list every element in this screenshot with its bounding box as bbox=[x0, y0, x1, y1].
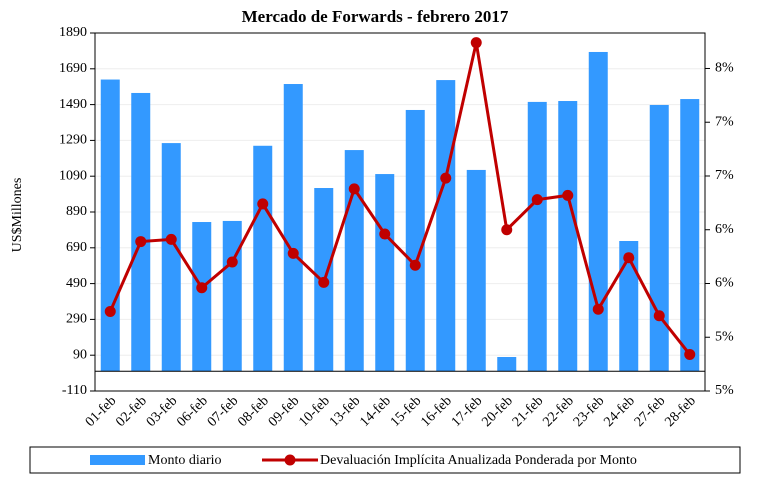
y2-tick-label: 6% bbox=[715, 222, 734, 237]
bar bbox=[344, 150, 364, 372]
marker bbox=[562, 189, 574, 201]
x-tick-label: 01-feb bbox=[83, 393, 119, 429]
marker bbox=[470, 37, 482, 49]
marker bbox=[135, 236, 147, 248]
x-tick-label: 23-feb bbox=[571, 393, 607, 429]
marker bbox=[653, 310, 665, 322]
x-tick-label: 17-feb bbox=[449, 393, 485, 429]
y-tick-label: 1890 bbox=[59, 25, 87, 40]
y-tick-label: 890 bbox=[66, 204, 87, 219]
y2-tick-label: 6% bbox=[715, 276, 734, 291]
bar bbox=[558, 101, 578, 372]
chart-title: Mercado de Forwards - febrero 2017 bbox=[242, 7, 509, 26]
bar bbox=[253, 145, 273, 372]
x-tick-label: 09-feb bbox=[266, 393, 302, 429]
marker bbox=[348, 183, 360, 195]
bar bbox=[527, 101, 547, 372]
y2-tick-label: 7% bbox=[715, 114, 734, 129]
marker bbox=[440, 172, 452, 184]
legend-label: Devaluación Implícita Anualizada Pondera… bbox=[320, 453, 637, 468]
y-tick-label: 90 bbox=[73, 347, 87, 362]
x-tick-label: 22-feb bbox=[540, 393, 576, 429]
bar bbox=[283, 84, 303, 372]
bar bbox=[161, 143, 181, 372]
bar bbox=[192, 222, 212, 372]
marker bbox=[196, 282, 208, 294]
marker bbox=[623, 252, 635, 264]
x-tick-label: 10-feb bbox=[296, 393, 332, 429]
legend-label: Monto diario bbox=[148, 453, 222, 468]
y-tick-label: -110 bbox=[62, 383, 87, 398]
bar bbox=[588, 51, 608, 372]
x-tick-label: 21-feb bbox=[510, 393, 546, 429]
y2-tick-label: 8% bbox=[715, 61, 734, 76]
legend-swatch bbox=[90, 455, 145, 465]
bar bbox=[466, 169, 486, 372]
marker bbox=[165, 233, 177, 245]
line bbox=[108, 42, 691, 356]
x-tick-label: 24-feb bbox=[601, 393, 637, 429]
marker bbox=[226, 256, 238, 268]
marker bbox=[318, 276, 330, 288]
marker bbox=[592, 303, 604, 315]
y2-tick-label: 5% bbox=[715, 383, 734, 398]
y-tick-label: 690 bbox=[66, 240, 87, 255]
marker bbox=[684, 348, 696, 360]
plot-frame bbox=[94, 32, 706, 392]
bar bbox=[375, 174, 395, 372]
marker bbox=[501, 224, 513, 236]
marker bbox=[257, 198, 269, 210]
x-tick-label: 14-feb bbox=[357, 393, 393, 429]
x-tick-label: 27-feb bbox=[632, 393, 668, 429]
y-axis-label: US$Millones bbox=[10, 178, 25, 253]
y-tick-label: 1690 bbox=[59, 61, 87, 76]
bar bbox=[405, 109, 425, 372]
bar bbox=[222, 220, 242, 372]
y2-tick-label: 5% bbox=[715, 329, 734, 344]
bar bbox=[680, 99, 700, 372]
x-tick-label: 15-feb bbox=[388, 393, 424, 429]
marker bbox=[287, 247, 299, 259]
x-tick-label: 16-feb bbox=[418, 393, 454, 429]
legend-swatch bbox=[284, 454, 296, 466]
marker bbox=[104, 305, 116, 317]
x-tick-label: 02-feb bbox=[113, 393, 149, 429]
bar bbox=[100, 79, 120, 372]
marker bbox=[379, 228, 391, 240]
bar bbox=[619, 240, 639, 372]
x-tick-label: 03-feb bbox=[144, 393, 180, 429]
x-tick-label: 06-feb bbox=[174, 393, 210, 429]
bar bbox=[649, 104, 669, 372]
marker bbox=[531, 194, 543, 206]
legend-box bbox=[29, 446, 741, 474]
bar bbox=[131, 92, 151, 372]
x-tick-label: 07-feb bbox=[205, 393, 241, 429]
y-tick-label: 290 bbox=[66, 312, 87, 327]
y-tick-label: 1490 bbox=[59, 97, 87, 112]
marker bbox=[409, 259, 421, 271]
bar bbox=[497, 356, 517, 372]
y2-tick-label: 7% bbox=[715, 168, 734, 183]
y-tick-label: 1290 bbox=[59, 133, 87, 148]
x-tick-label: 20-feb bbox=[479, 393, 515, 429]
x-tick-label: 08-feb bbox=[235, 393, 271, 429]
bar bbox=[436, 80, 456, 372]
x-tick-label: 13-feb bbox=[327, 393, 363, 429]
y-tick-label: 490 bbox=[66, 276, 87, 291]
y-tick-label: 1090 bbox=[59, 168, 87, 183]
x-tick-label: 28-feb bbox=[662, 393, 698, 429]
